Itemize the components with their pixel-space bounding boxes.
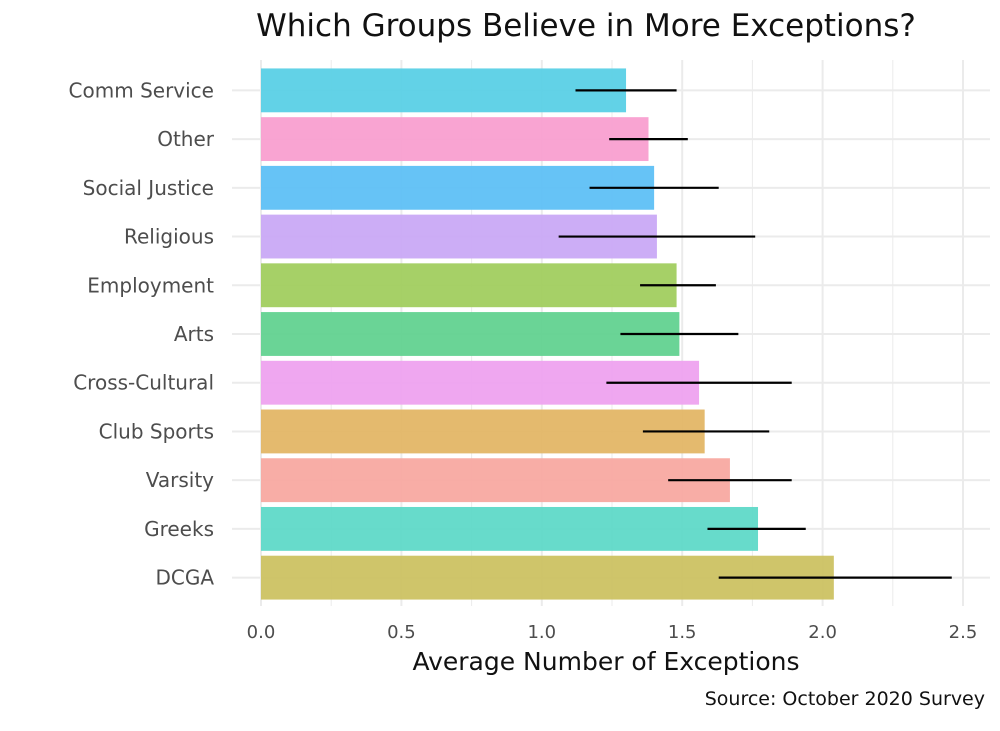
y-tick-label: Greeks [144, 517, 214, 541]
x-tick-labels: 0.0 0.5 1.0 1.5 2.0 2.5 [247, 622, 978, 643]
bar-social-justice [261, 165, 655, 210]
x-tick-label: 1.5 [668, 622, 697, 643]
y-tick-label: Religious [124, 225, 214, 249]
y-tick-label: DCGA [155, 566, 214, 590]
x-tick-label: 2.0 [808, 622, 837, 643]
bars [261, 68, 834, 600]
y-tick-label: Arts [174, 322, 214, 346]
error-bars [558, 89, 952, 579]
x-tick-label: 2.5 [949, 622, 978, 643]
y-tick-label: Varsity [146, 468, 214, 492]
bar-arts [261, 312, 680, 356]
bar-comm-service [261, 68, 627, 113]
x-tick-label: 1.0 [527, 622, 556, 643]
caption: Source: October 2020 Survey [705, 688, 985, 710]
x-axis-label: Average Number of Exceptions [412, 647, 799, 676]
bar-club-sports [261, 409, 705, 454]
y-tick-label: Social Justice [83, 176, 214, 200]
bar-greeks [261, 506, 759, 551]
x-tick-label: 0.5 [387, 622, 416, 643]
y-tick-label: Comm Service [69, 78, 214, 102]
y-tick-label: Other [157, 127, 215, 151]
bar-varsity [261, 458, 730, 503]
y-tick-label: Cross-Cultural [73, 371, 214, 395]
y-tick-label: Club Sports [99, 419, 214, 443]
bar-employment [261, 263, 677, 308]
bar-other [261, 117, 649, 162]
x-tick-label: 0.0 [247, 622, 276, 643]
chart-title: Which Groups Believe in More Exceptions? [256, 8, 916, 44]
y-tick-label: Employment [87, 273, 214, 297]
y-tick-labels: Comm Service Other Social Justice Religious… [69, 78, 215, 589]
